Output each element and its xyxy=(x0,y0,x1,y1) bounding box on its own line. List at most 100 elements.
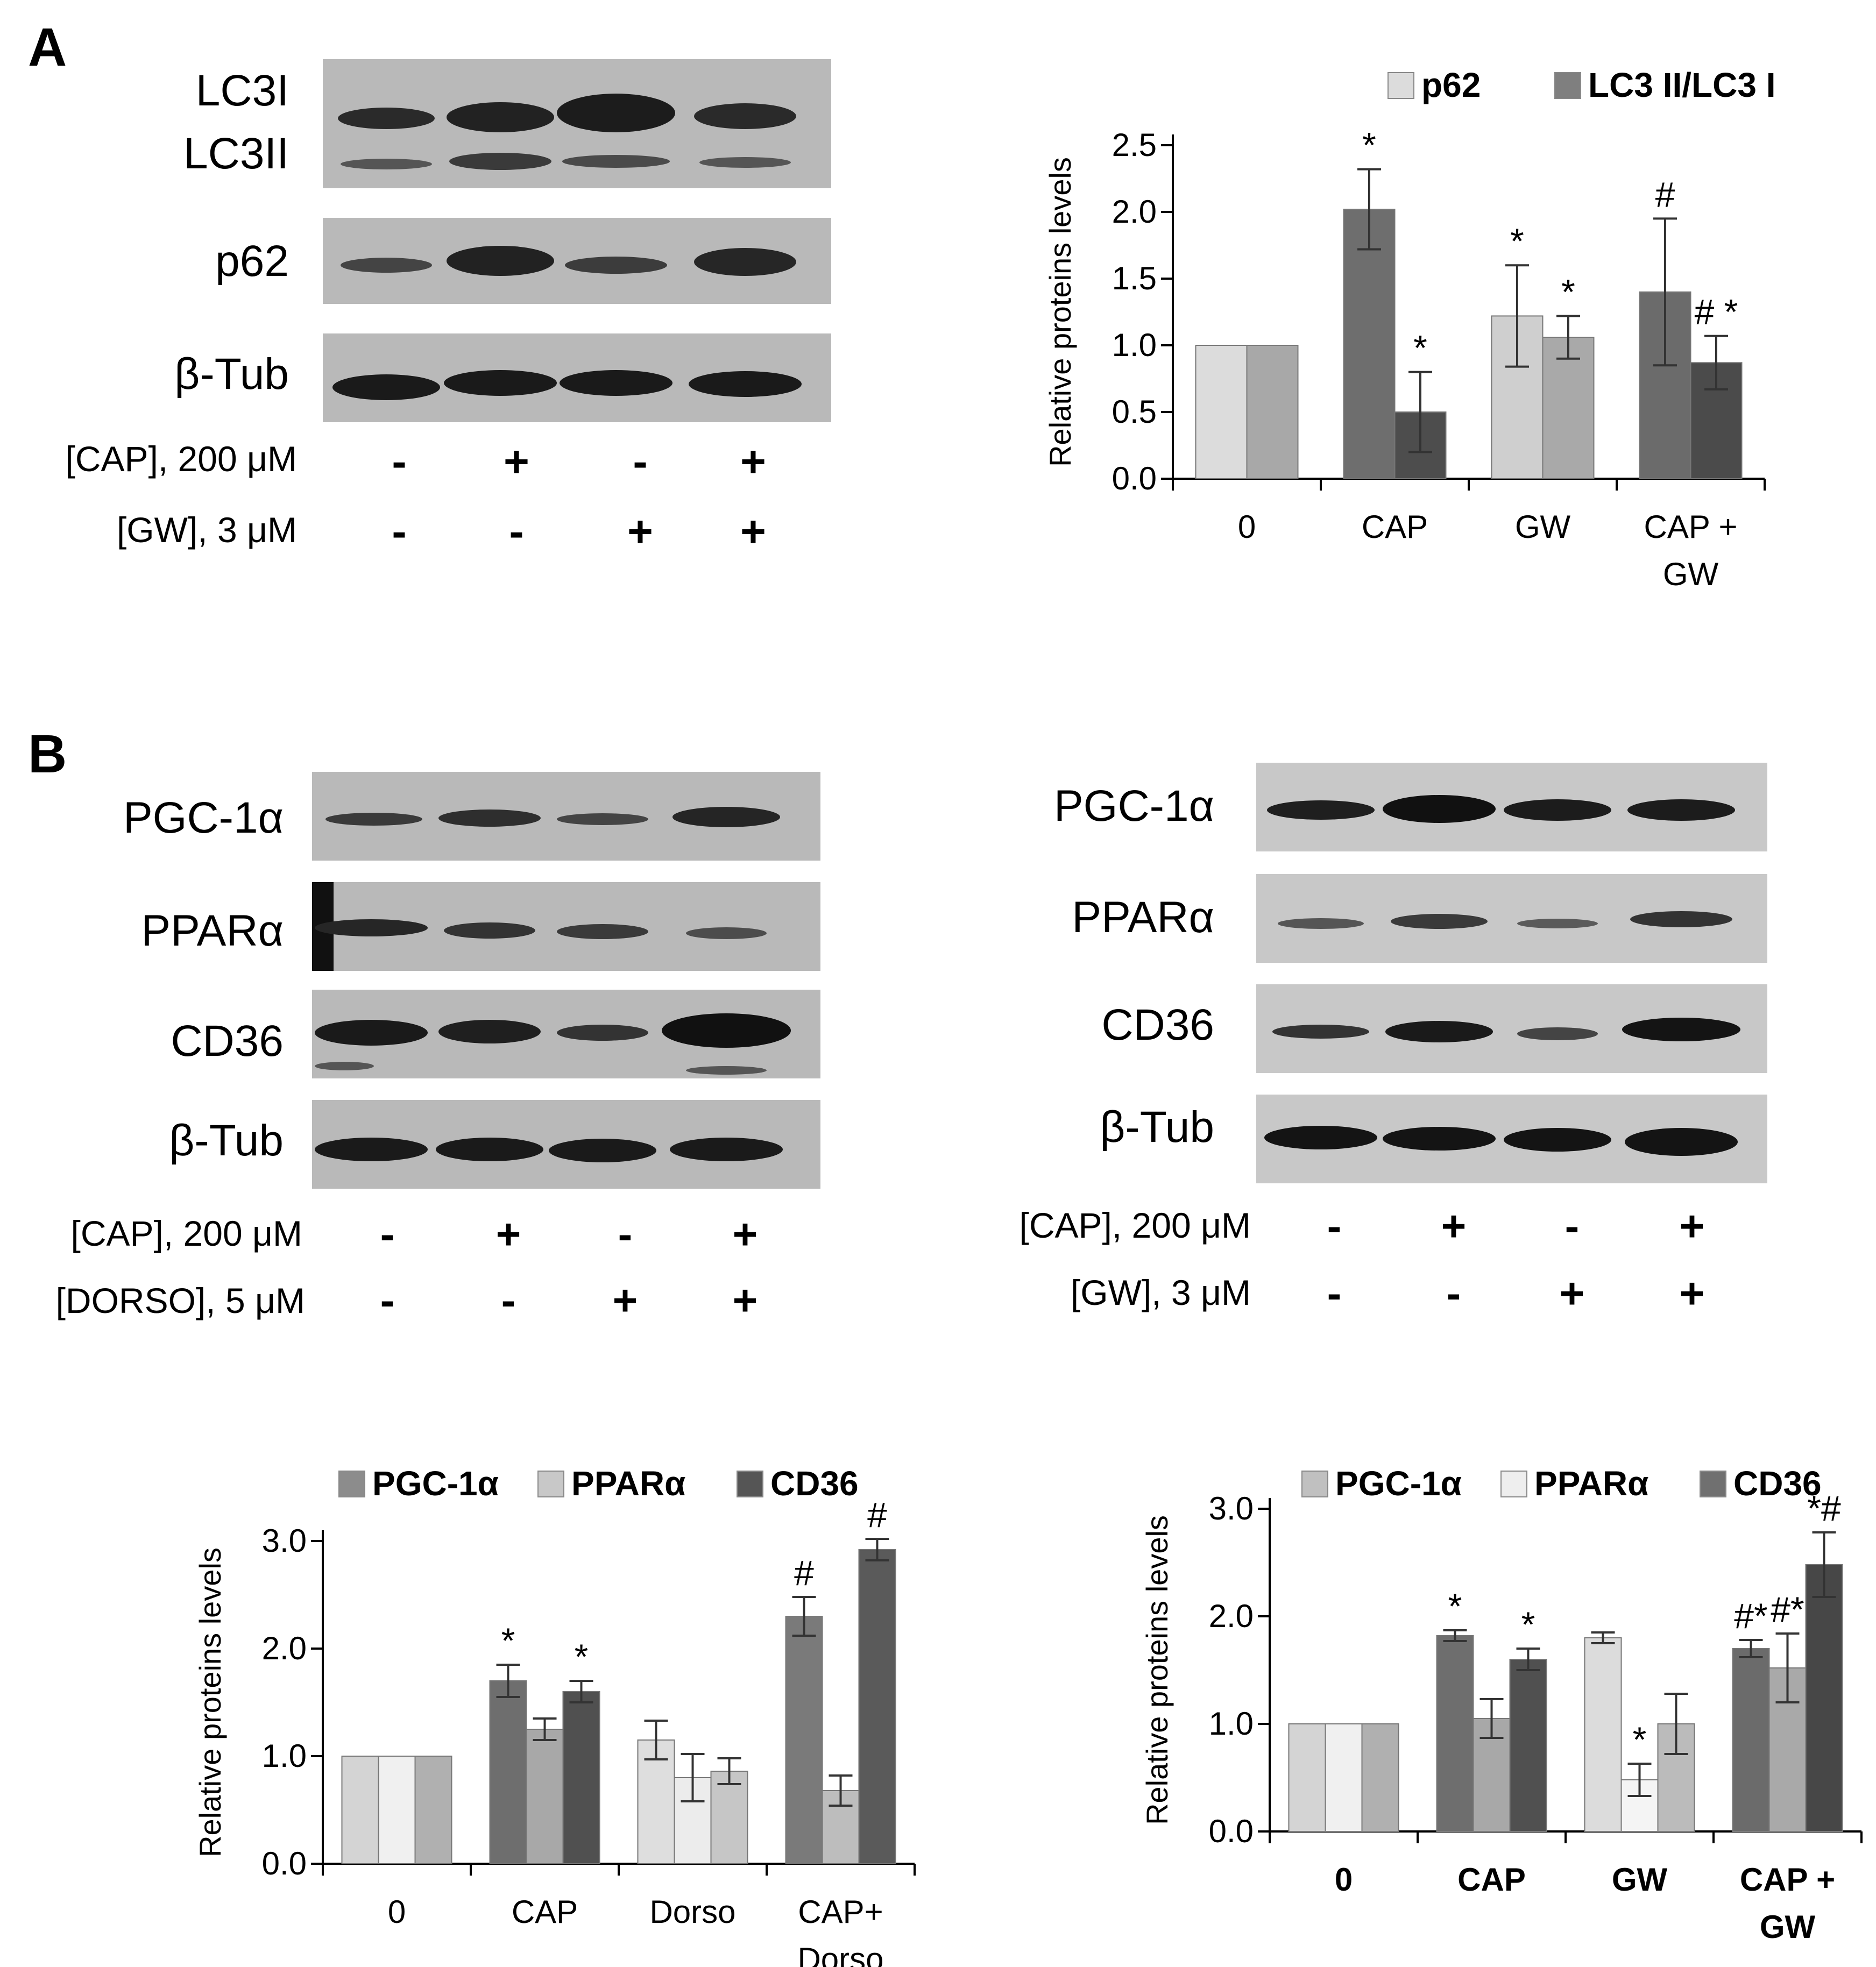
treatment-label-gw: [GW], 3 μM xyxy=(1070,1273,1251,1312)
chart-b-left: 0.0 1.0 2.0 3.0 0 CAP Dorso CAP+ Dorso Relative p… xyxy=(193,1464,916,1967)
significance-label: * xyxy=(1633,1720,1647,1759)
blot-label-b-tub: β-Tub xyxy=(1100,1103,1214,1152)
bar xyxy=(858,1549,896,1864)
bar xyxy=(1361,1723,1399,1832)
y-tick-label: 0.0 xyxy=(1112,460,1157,496)
significance-label: # xyxy=(794,1553,814,1593)
blot-label-pgc1a: PGC-1α xyxy=(123,793,284,842)
blot-pgc1a-bands xyxy=(1267,795,1735,823)
sign: + xyxy=(740,437,766,486)
legend-swatch xyxy=(1554,72,1581,99)
sign: + xyxy=(1441,1202,1467,1250)
x-tick-label: CAP+ xyxy=(798,1894,883,1930)
blot-label-cd36: CD36 xyxy=(1101,1000,1214,1049)
bar xyxy=(1732,1648,1770,1832)
blot-cd36 xyxy=(1256,984,1767,1073)
treatment-label-dorso: [DORSO], 5 μM xyxy=(55,1281,305,1320)
legend-swatch xyxy=(338,1471,365,1497)
blot-cd36-bands xyxy=(315,1013,791,1075)
blot-label-ppara: PPARα xyxy=(1072,893,1214,942)
bar xyxy=(1584,1637,1622,1832)
x-tick-label: GW xyxy=(1663,556,1719,592)
significance-label: # * xyxy=(1695,292,1738,332)
x-tick-label: CAP xyxy=(512,1894,578,1930)
blot-label-p62: p62 xyxy=(215,237,289,286)
x-tick-label: GW xyxy=(1760,1909,1816,1945)
sign: + xyxy=(612,1276,638,1324)
sign: + xyxy=(627,507,653,556)
sign: + xyxy=(1679,1202,1705,1250)
blot-ppara xyxy=(1256,874,1767,963)
x-tick-label: 0 xyxy=(388,1894,406,1930)
bar xyxy=(1325,1723,1363,1832)
bar xyxy=(1343,209,1396,479)
y-tick-label: 3.0 xyxy=(262,1523,307,1559)
sign: - xyxy=(380,1276,395,1324)
legend-swatch xyxy=(1500,1471,1527,1497)
sign: - xyxy=(1327,1202,1342,1250)
sign: - xyxy=(633,437,648,486)
blot-ppara-bands xyxy=(1278,911,1732,929)
treatment-label-cap: [CAP], 200 μM xyxy=(70,1213,302,1253)
y-tick-label: 0.0 xyxy=(262,1845,307,1881)
blot-label-b-tub: β-Tub xyxy=(169,1116,284,1165)
blot-label-cd36: CD36 xyxy=(171,1017,284,1066)
y-tick-label: 2.0 xyxy=(1112,194,1157,230)
y-axis-label: Relative proteins levels xyxy=(1043,157,1077,467)
sign: + xyxy=(732,1276,758,1324)
bar xyxy=(341,1756,379,1864)
sign: + xyxy=(1679,1269,1705,1317)
bar xyxy=(1436,1635,1474,1832)
significance-label: * xyxy=(575,1637,589,1677)
legend-label: PGC-1α xyxy=(1335,1464,1462,1503)
y-tick-label: 0.0 xyxy=(1209,1813,1254,1849)
bar xyxy=(1542,337,1595,479)
blot-b-tub-bands xyxy=(1264,1126,1738,1156)
bar xyxy=(489,1680,527,1864)
blot-cd36 xyxy=(312,990,820,1078)
bar xyxy=(526,1729,564,1864)
bar xyxy=(1288,1723,1326,1832)
significance-label: * xyxy=(1561,272,1575,311)
y-tick-label: 1.0 xyxy=(1209,1706,1254,1742)
x-tick-label: CAP + xyxy=(1740,1862,1835,1898)
x-tick-label: Dorso xyxy=(797,1941,883,1967)
significance-label: #* xyxy=(1771,1589,1804,1629)
sign: - xyxy=(509,507,524,556)
y-tick-label: 2.0 xyxy=(1209,1598,1254,1634)
bar xyxy=(1195,345,1248,479)
significance-label: * xyxy=(501,1621,515,1660)
bar xyxy=(785,1616,823,1864)
sign: + xyxy=(1559,1269,1585,1317)
treatment-label-gw: [GW], 3 μM xyxy=(116,510,297,550)
blot-lc3-bands xyxy=(338,94,796,170)
sign: - xyxy=(1564,1202,1580,1250)
legend-label: PGC-1α xyxy=(372,1464,499,1503)
significance-label: * xyxy=(1510,221,1524,261)
y-axis-label: Relative proteins levels xyxy=(193,1547,227,1857)
blot-label-b-tub: β-Tub xyxy=(174,350,289,399)
blot-label-ppara: PPARα xyxy=(141,906,284,955)
blot-ppara xyxy=(312,882,820,971)
x-tick-label: CAP xyxy=(1362,509,1428,545)
blot-label-pgc1a: PGC-1α xyxy=(1053,782,1214,830)
bar xyxy=(378,1756,416,1864)
legend-swatch xyxy=(1700,1471,1726,1497)
blot-b-tub-bands xyxy=(315,1138,783,1162)
legend-label: PPARα xyxy=(1534,1464,1648,1503)
blot-p62 xyxy=(323,218,831,304)
y-tick-label: 3.0 xyxy=(1209,1490,1254,1526)
significance-label: # xyxy=(1655,174,1675,214)
significance-label: * xyxy=(1448,1586,1462,1626)
blot-b-tub-bands xyxy=(332,370,802,400)
blot-pgc1a xyxy=(312,772,820,861)
y-tick-label: 1.0 xyxy=(262,1738,307,1774)
treatment-label-cap: [CAP], 200 μM xyxy=(1019,1205,1251,1245)
legend-swatch xyxy=(737,1471,763,1497)
bar xyxy=(637,1739,675,1864)
y-tick-label: 0.5 xyxy=(1112,394,1157,430)
y-tick-label: 1.5 xyxy=(1112,260,1157,296)
blot-b-tub xyxy=(323,333,831,422)
sign: + xyxy=(495,1210,521,1258)
blot-p62-bands xyxy=(341,246,796,276)
